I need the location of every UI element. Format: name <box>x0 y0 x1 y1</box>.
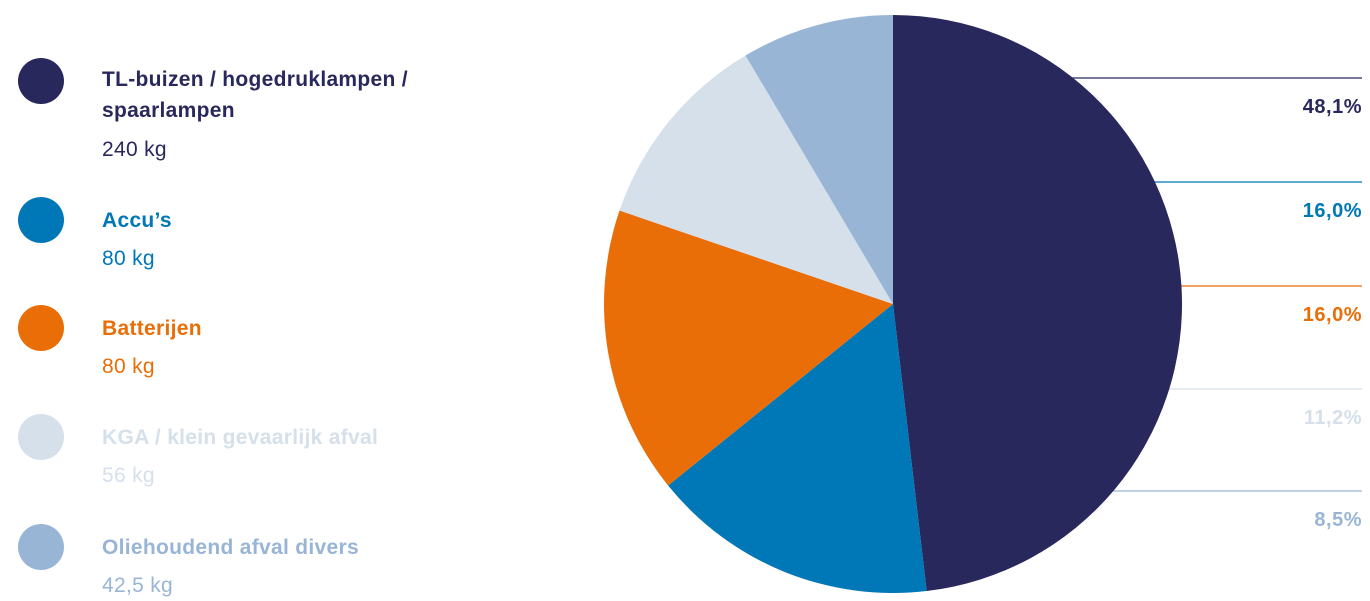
legend-value: 56 kg <box>102 464 155 487</box>
pie-slice <box>604 210 893 486</box>
pie-slice <box>745 15 893 304</box>
legend-label: TL-buizen / hogedruklampen / spaarlampen <box>102 68 408 122</box>
percent-label: 16,0% <box>1303 304 1362 326</box>
pie-slice <box>893 15 1183 592</box>
legend-label: Oliehoudend afval divers <box>102 536 359 559</box>
percent-label: 16,0% <box>1303 200 1362 222</box>
legend-swatch <box>18 524 64 570</box>
percent-label: 48,1% <box>1303 96 1362 118</box>
legend-swatch <box>18 197 64 243</box>
legend-value: 42,5 kg <box>102 574 173 597</box>
legend-swatch <box>18 58 64 104</box>
pie-slice <box>619 55 893 305</box>
legend-label: KGA / klein gevaarlijk afval <box>102 426 379 449</box>
legend-swatch <box>18 305 64 351</box>
pie-slice <box>668 304 927 594</box>
legend-label: Batterijen <box>102 317 202 340</box>
legend-value: 80 kg <box>102 355 155 378</box>
legend-value: 240 kg <box>102 138 167 161</box>
legend-value: 80 kg <box>102 247 155 270</box>
percent-label: 8,5% <box>1314 509 1362 531</box>
chart-legend: TL-buizen / hogedruklampen / spaarlampen… <box>0 0 560 597</box>
percent-label: 11,2% <box>1304 407 1362 429</box>
legend-swatch <box>18 414 64 460</box>
legend-label: Accu’s <box>102 209 172 232</box>
